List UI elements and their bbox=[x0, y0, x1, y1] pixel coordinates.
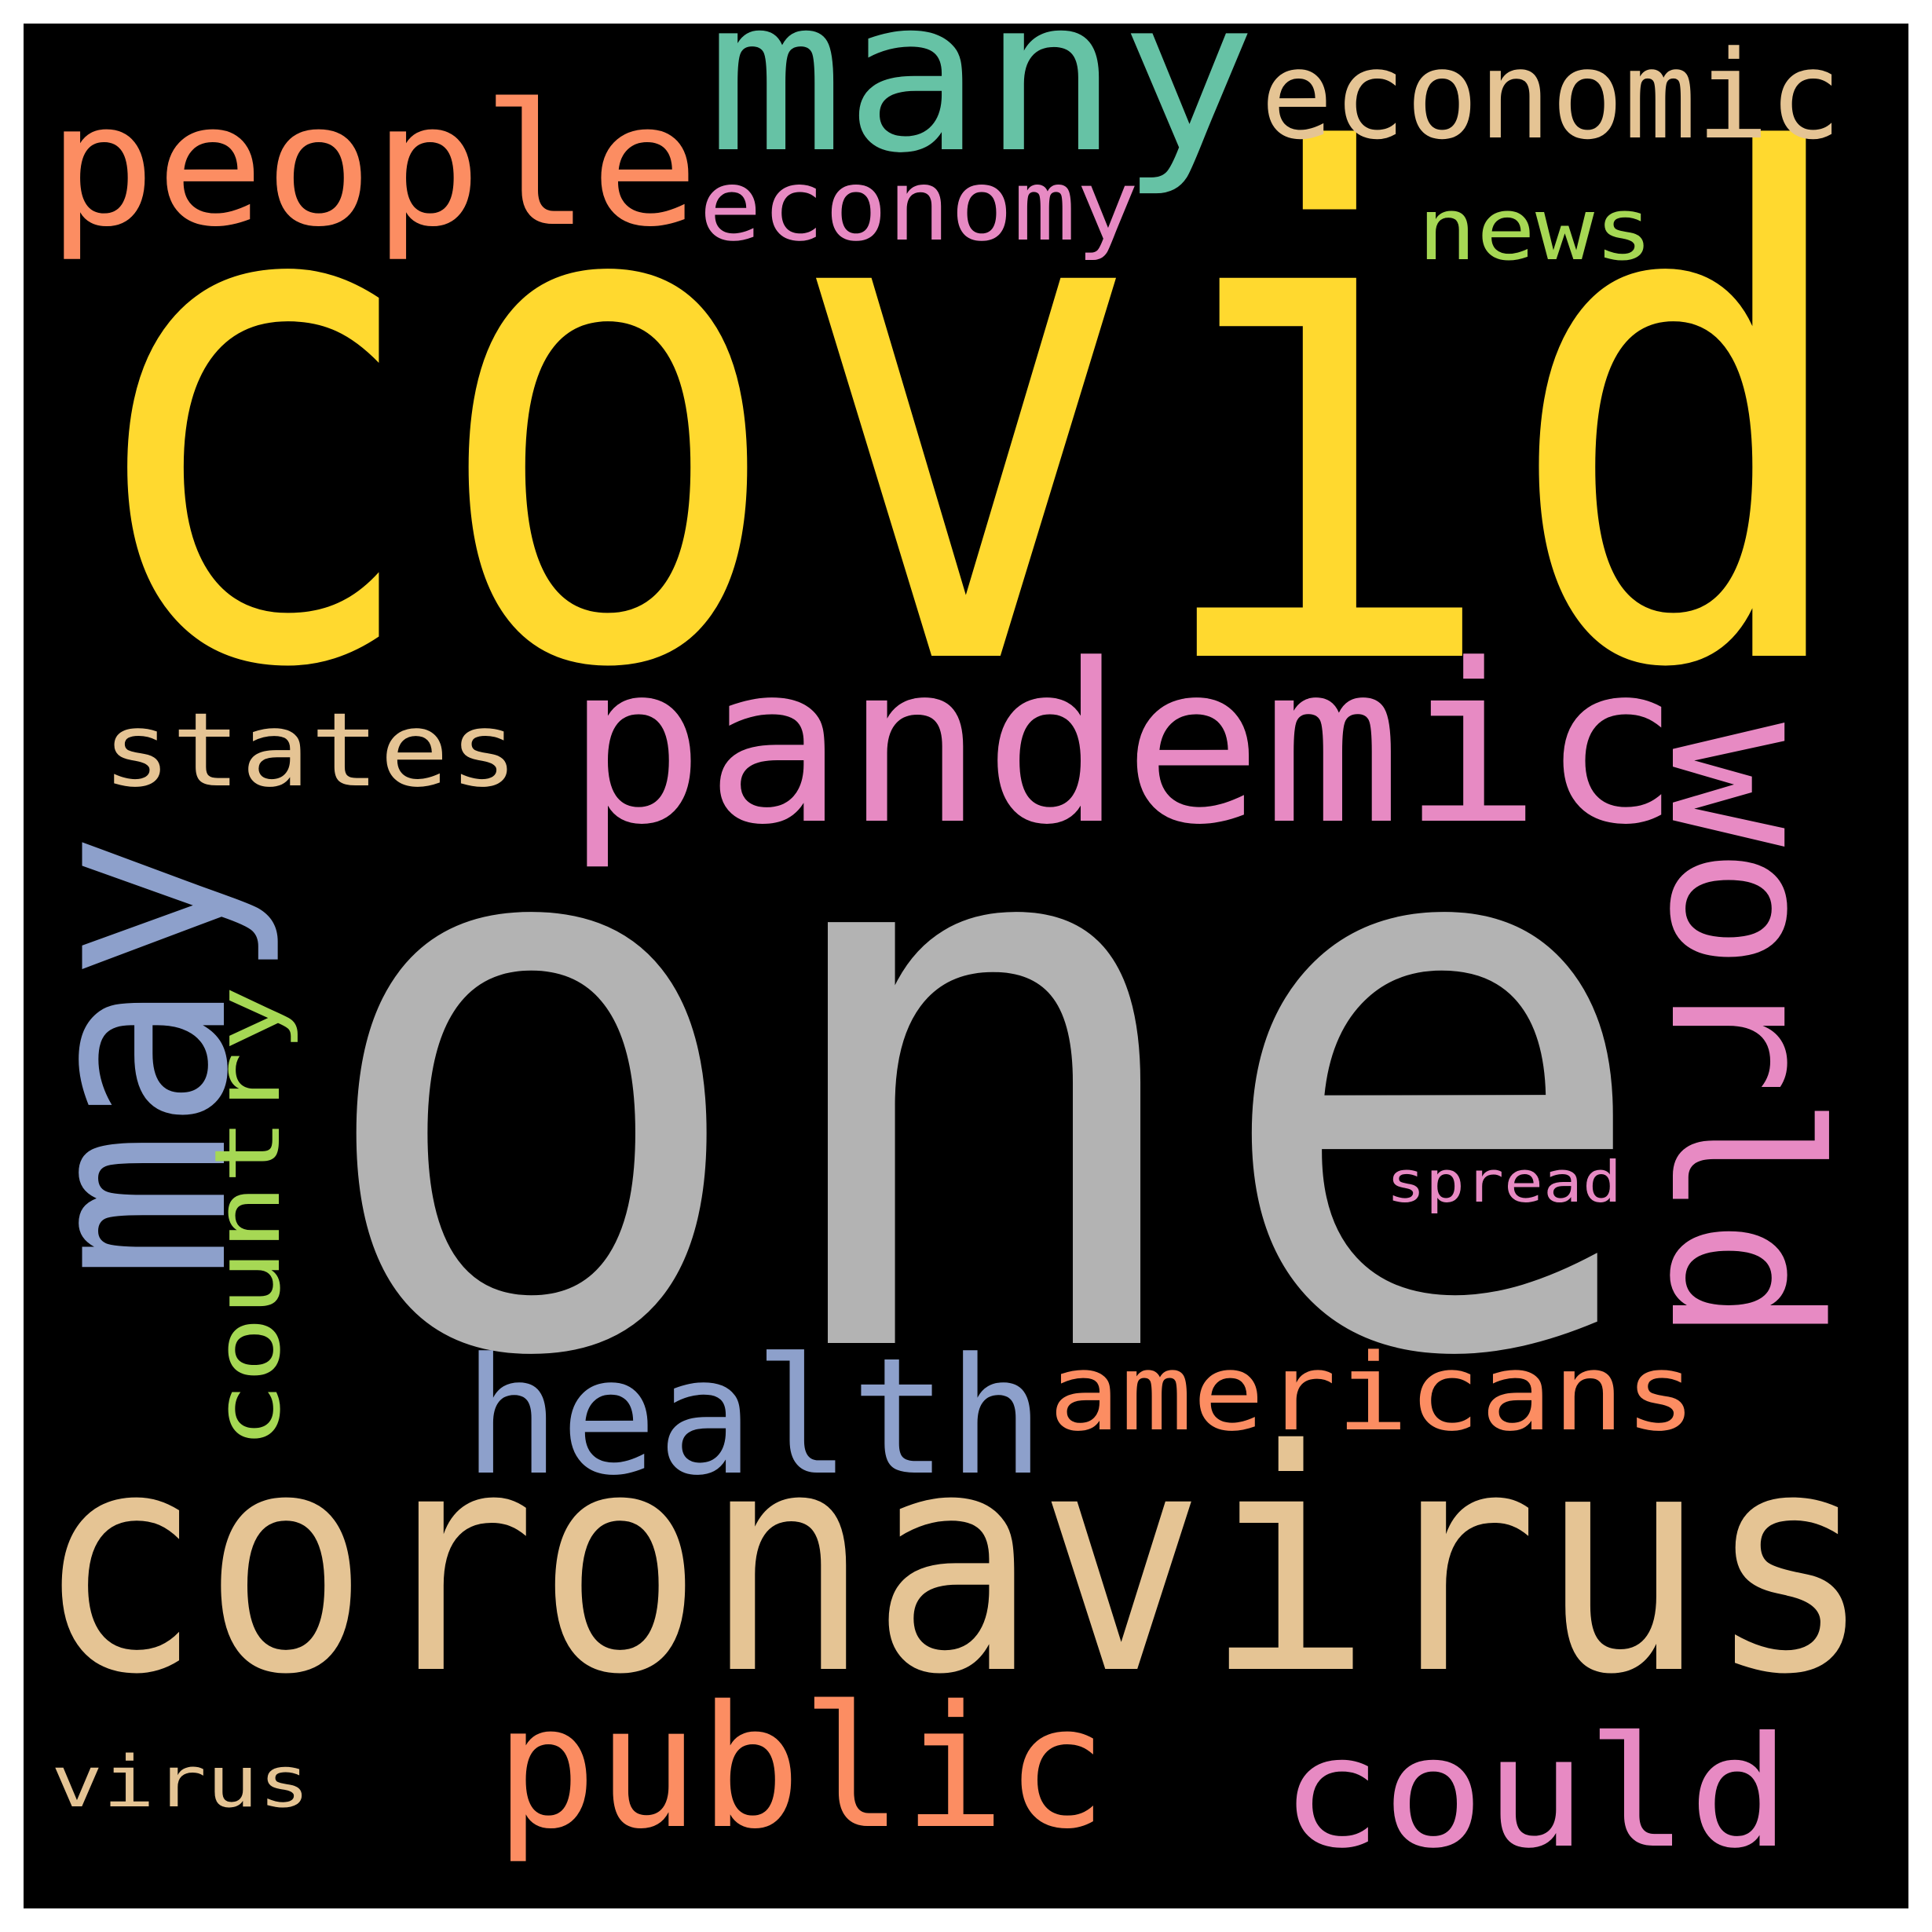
word-people: people bbox=[47, 67, 699, 264]
word-economic: economic bbox=[1261, 24, 1842, 166]
word-covid: covid bbox=[71, 24, 1861, 819]
word-coronavirus: coronavirus bbox=[35, 1385, 1873, 1741]
word-virus: virus bbox=[51, 1741, 310, 1824]
word-health: health bbox=[463, 1324, 1045, 1511]
word-public: public bbox=[495, 1669, 1107, 1866]
word-country: country bbox=[196, 986, 301, 1449]
word-cloud: covid one coronavirus pandemic many peop… bbox=[24, 24, 1873, 1882]
word-news: news bbox=[1418, 179, 1653, 280]
word-could: could bbox=[1280, 1703, 1791, 1882]
word-cloud-canvas: covid one coronavirus pandemic many peop… bbox=[24, 24, 1908, 1908]
word-americans: americans bbox=[1048, 1331, 1696, 1454]
word-may: may bbox=[24, 832, 285, 1280]
word-economy: economy bbox=[699, 149, 1139, 263]
word-pandemic: pandemic bbox=[565, 617, 1681, 873]
word-states: states bbox=[102, 690, 518, 810]
word-spread: spread bbox=[1386, 1149, 1622, 1215]
word-many: many bbox=[707, 24, 1257, 199]
word-one: one bbox=[306, 629, 1657, 1525]
word-world: world bbox=[1624, 723, 1861, 1343]
